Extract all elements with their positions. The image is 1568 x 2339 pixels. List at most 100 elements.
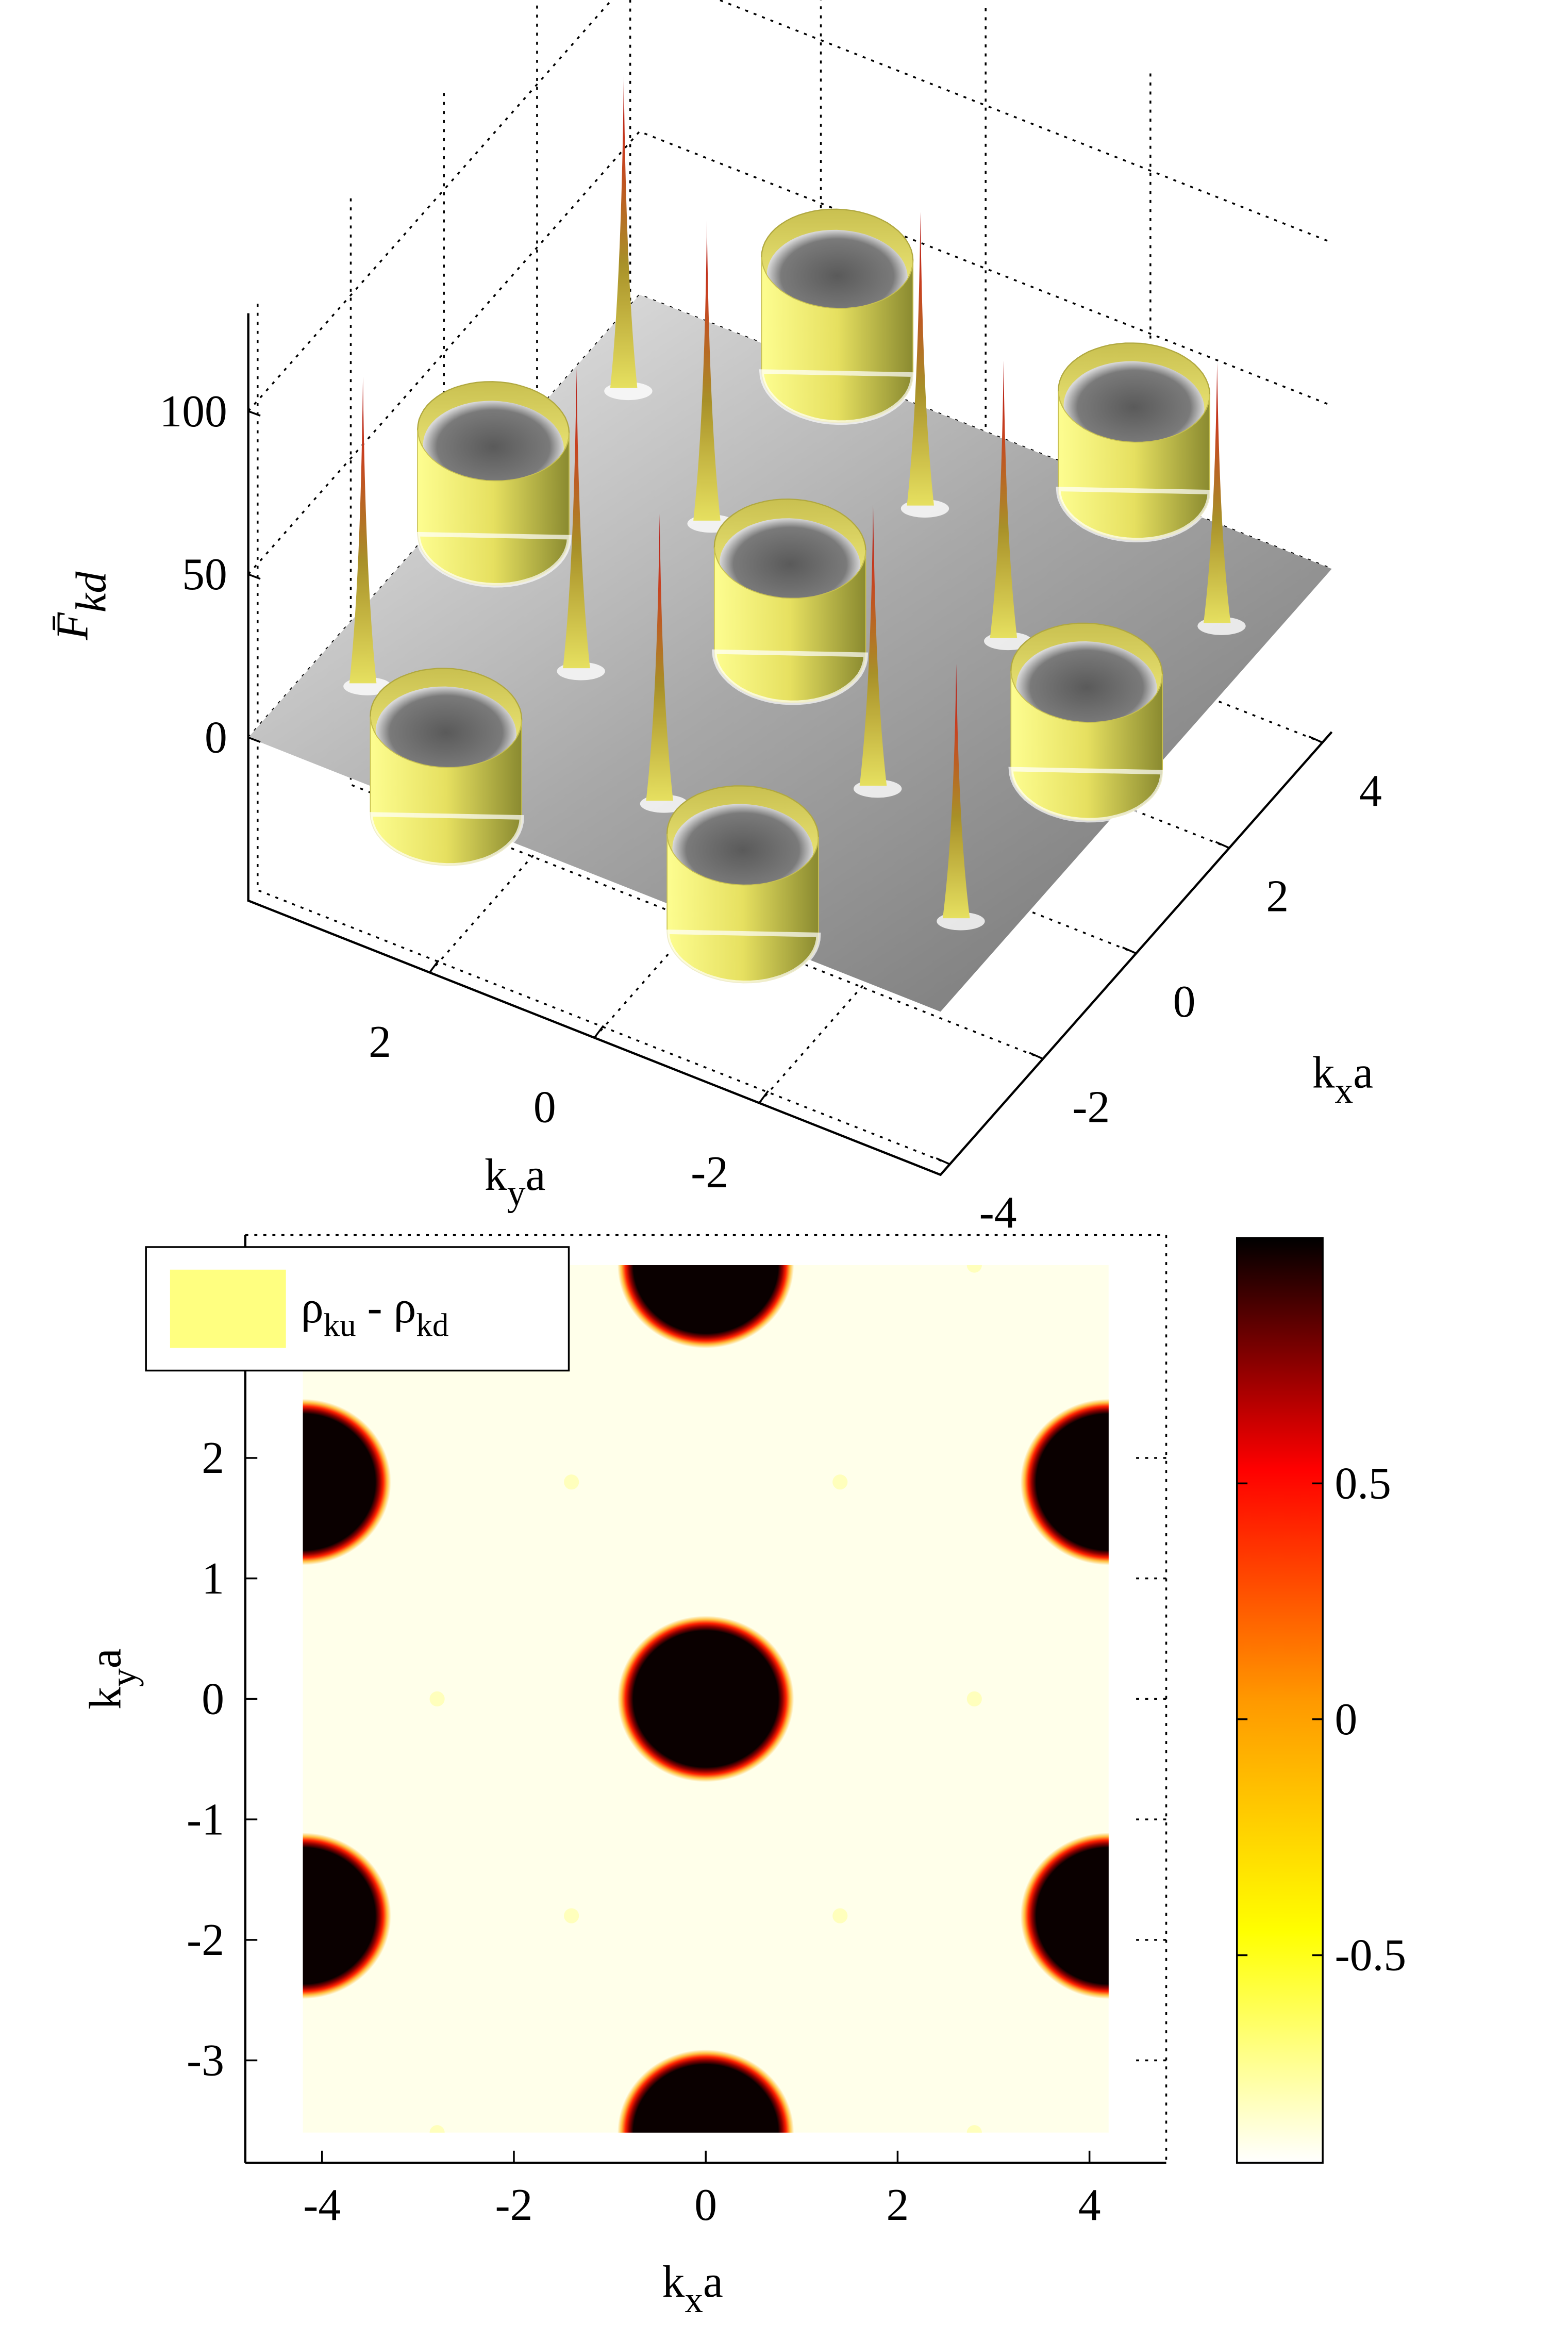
crater <box>415 381 572 588</box>
colorbar <box>1236 1237 1324 2164</box>
spike <box>693 220 721 521</box>
x-tick-label: 4 <box>1078 2180 1101 2230</box>
spike <box>646 513 673 801</box>
crater-floor <box>672 804 813 897</box>
disk <box>617 1616 794 1782</box>
x-tick-label: -2 <box>1072 1082 1110 1132</box>
crater-base-shade <box>1056 487 1212 543</box>
x-tick-label: -2 <box>495 2180 532 2230</box>
x-tick-label: 2 <box>887 2180 909 2230</box>
label-part: k <box>485 1150 507 1200</box>
dot <box>966 1691 982 1706</box>
axis-label: kxa <box>1312 1047 1373 1111</box>
label-part: k <box>1312 1047 1335 1097</box>
x-tick <box>1308 735 1323 743</box>
x-tick <box>1029 1052 1044 1060</box>
disk <box>1020 1832 1109 1999</box>
label-part: a <box>526 1150 546 1200</box>
spike <box>942 663 970 919</box>
y-tick-label: 1 <box>202 1553 224 1603</box>
disk <box>303 1399 391 1565</box>
dot <box>832 1474 848 1490</box>
crater-base-shade <box>368 812 524 868</box>
y-tick <box>429 959 440 973</box>
label-part: - <box>356 1282 394 1332</box>
dot <box>429 1691 445 1706</box>
y-tick-label: -2 <box>691 1147 728 1197</box>
crater-floor <box>720 518 861 611</box>
label-part: kd <box>67 571 115 612</box>
crater-base-shade <box>664 930 821 985</box>
dot <box>966 2125 982 2133</box>
label-part: k <box>80 1687 130 1710</box>
z-tick <box>248 573 261 580</box>
spike <box>907 211 934 506</box>
axis-label: ρku - ρkd <box>301 1282 449 1343</box>
z-tick <box>248 736 261 743</box>
axis-label: kxa <box>662 2257 723 2320</box>
crater <box>1008 622 1165 823</box>
axis-label: kya <box>80 1648 144 1709</box>
label-part: k <box>662 2257 685 2307</box>
z-tick <box>248 410 261 417</box>
label-part: x <box>685 2280 703 2320</box>
crater-floor <box>1063 361 1205 454</box>
x-tick-label: 2 <box>1266 871 1289 921</box>
z-tick-label: 50 <box>182 549 227 599</box>
x-tick <box>1215 841 1230 849</box>
colorbar-tick-label: 0.5 <box>1335 1458 1391 1508</box>
crater-floor <box>375 686 516 779</box>
x-tick-label: 4 <box>1359 766 1382 816</box>
label-part: ρ <box>301 1282 324 1332</box>
label-part: x <box>1335 1070 1354 1111</box>
crater-base-shade <box>1008 767 1165 823</box>
z-tick-label: 0 <box>205 712 227 762</box>
label-part: ρ <box>394 1282 416 1332</box>
label-part: y <box>103 1668 144 1687</box>
y-tick-label: -1 <box>187 1794 224 1844</box>
x-tick-label: -4 <box>979 1187 1017 1237</box>
disk <box>303 1832 391 1999</box>
y-tick <box>593 1025 605 1038</box>
crater <box>664 785 821 985</box>
dot <box>966 1265 982 1273</box>
spike <box>859 505 887 786</box>
axis-label: F̄kd <box>47 571 115 641</box>
heatmap <box>303 1265 1109 2133</box>
legend-swatch <box>170 1269 286 1348</box>
spike <box>349 376 377 684</box>
x-tick-label: -4 <box>303 2180 341 2230</box>
disk <box>618 1265 794 1349</box>
colorbar-tick-label: 0 <box>1335 1694 1357 1744</box>
label-part: y <box>507 1173 526 1214</box>
label-part: a <box>1353 1047 1373 1097</box>
label-part: ku <box>324 1307 356 1343</box>
crater-base-shade <box>415 532 572 588</box>
spike <box>610 75 638 388</box>
y-tick-label: -3 <box>187 2035 224 2085</box>
label-part: a <box>703 2257 723 2307</box>
x-tick <box>1122 946 1137 954</box>
y-tick-label: 0 <box>202 1674 224 1724</box>
colorbar-tick-label: -0.5 <box>1335 1930 1406 1980</box>
crater-floor <box>766 229 908 322</box>
dot <box>832 1908 848 1923</box>
spike <box>563 368 590 669</box>
dot <box>564 1474 579 1490</box>
y-tick-label: 0 <box>533 1082 556 1132</box>
axis-label: kya <box>485 1150 545 1214</box>
x-tick <box>936 1157 950 1165</box>
y-tick-label: 2 <box>202 1433 224 1483</box>
crater <box>712 498 869 705</box>
spike <box>1203 362 1231 623</box>
crater <box>759 208 915 425</box>
crater-floor <box>423 401 564 493</box>
crater <box>1056 342 1212 543</box>
dot <box>429 2125 445 2133</box>
z-tick-label: 100 <box>159 386 227 436</box>
label-part: F̄ <box>47 612 97 641</box>
spike <box>990 360 1017 638</box>
disk <box>618 2049 794 2133</box>
crater-floor <box>1016 641 1157 734</box>
